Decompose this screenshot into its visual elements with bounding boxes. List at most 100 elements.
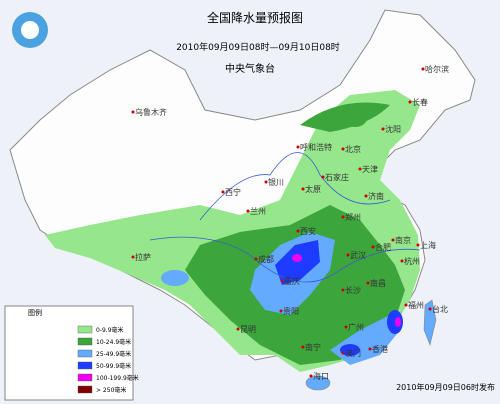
legend-swatch	[77, 337, 93, 346]
city-label: 台北	[432, 304, 448, 314]
city-dot	[221, 190, 225, 194]
city-dot	[309, 374, 313, 378]
rivers	[149, 152, 421, 283]
city-dot	[301, 187, 305, 191]
city-dot	[416, 243, 420, 247]
city-label: 成都	[258, 254, 274, 264]
city-label: 呼和浩特	[300, 142, 332, 152]
city-label: 重庆	[284, 276, 300, 286]
city-dot	[421, 67, 425, 71]
taiwan	[423, 299, 437, 346]
city-label: 南昌	[370, 278, 386, 288]
rain-50-99.9	[275, 240, 320, 285]
city-label: 长春	[412, 97, 428, 107]
city-dot	[264, 180, 268, 184]
city-dot	[371, 245, 375, 249]
city-dot	[391, 238, 395, 242]
city-dot	[131, 255, 135, 259]
legend-swatch	[77, 385, 93, 394]
legend-box	[4, 305, 134, 401]
legend-label: 100-199.9毫米	[96, 374, 139, 382]
city-label: 乌鲁木齐	[135, 107, 167, 117]
city-label: 太原	[305, 184, 321, 194]
city-dot	[301, 345, 305, 349]
title: 全国降水量预报图	[207, 10, 303, 25]
city-dot	[368, 347, 372, 351]
city-dot	[366, 281, 370, 285]
city-label: 昆明	[240, 325, 256, 334]
city-label: 哈尔滨	[425, 64, 449, 74]
city-dot	[404, 303, 408, 307]
legend-label: 50-99.9毫米	[96, 362, 131, 370]
city-label: 广州	[348, 322, 364, 332]
city-label: 北京	[345, 144, 361, 154]
rain-25-49.9	[161, 270, 189, 286]
city-label: 西安	[300, 226, 316, 236]
city-dot	[280, 279, 284, 283]
legend-swatch	[77, 325, 93, 334]
city-label: 南京	[395, 235, 411, 245]
city-dot	[341, 288, 345, 292]
rain-10-24.9	[343, 109, 367, 127]
city-label: 合肥	[375, 242, 391, 252]
legend-swatch	[77, 373, 93, 382]
city-dot	[381, 127, 385, 131]
city-dot	[296, 229, 300, 233]
city-label: 长沙	[345, 285, 361, 295]
city-dot	[341, 215, 345, 219]
legend-title: 图例	[28, 308, 42, 317]
city-label: 上海	[420, 240, 436, 250]
rain-100-199.9	[292, 254, 302, 262]
city-dot	[346, 253, 350, 257]
city-label: 福州	[408, 301, 424, 310]
city-label: 兰州	[250, 206, 266, 216]
subtitle: 2010年09月09日08时—09月10日08时	[176, 41, 340, 53]
city-dot	[296, 145, 300, 149]
city-dot	[279, 309, 283, 313]
city-dot	[246, 209, 250, 213]
issued-time: 2010年09月09日06时发布	[396, 382, 495, 392]
city-label: 澳门	[345, 348, 361, 358]
city-dot	[358, 167, 362, 171]
legend-label: > 250毫米	[96, 386, 126, 394]
city-dot	[236, 327, 240, 331]
city-label: 武汉	[350, 250, 366, 260]
city-dot	[254, 257, 258, 261]
city-dot	[400, 259, 404, 263]
legend-label: 10-24.9毫米	[96, 338, 131, 346]
city-dot	[428, 307, 432, 311]
city-dot	[408, 100, 412, 104]
city-label: 南宁	[305, 342, 321, 352]
city-label: 西宁	[225, 187, 241, 197]
legend-label: 0-9.9毫米	[96, 326, 124, 334]
city-dot	[364, 194, 368, 198]
hainan	[305, 375, 331, 391]
city-label: 天津	[362, 164, 378, 174]
legend-swatch	[77, 349, 93, 358]
city-dot	[341, 351, 345, 355]
city-label: 沈阳	[385, 124, 401, 134]
logo	[21, 21, 39, 39]
city-label: 济南	[368, 191, 384, 201]
city-dot	[131, 110, 135, 114]
legend-label: 25-49.9毫米	[96, 350, 131, 358]
rain-100-199.9	[395, 317, 401, 327]
city-label: 银川	[268, 177, 284, 187]
city-label: 贵阳	[283, 306, 299, 316]
city-dot	[321, 175, 325, 179]
city-label: 杭州	[404, 256, 420, 266]
agency: 中央气象台	[225, 62, 275, 75]
city-dot	[341, 147, 345, 151]
city-label: 石家庄	[325, 172, 349, 182]
city-label: 郑州	[345, 212, 361, 222]
legend-swatch	[77, 361, 93, 370]
city-label: 香港	[372, 344, 388, 354]
city-dot	[344, 325, 348, 329]
rain-50-99.9	[340, 344, 360, 356]
city-label: 拉萨	[135, 252, 151, 262]
city-label: 海口	[313, 371, 329, 381]
legend: 0-9.9毫米 10-24.9毫米 25-49.9毫米 50-99.9毫米 100-19…	[77, 325, 139, 394]
